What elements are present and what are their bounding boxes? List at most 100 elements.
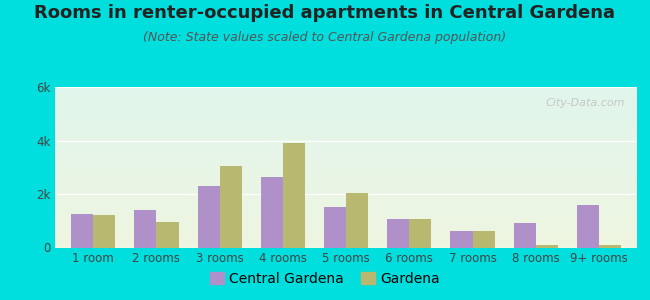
Bar — [55, 229, 637, 230]
Bar — [55, 190, 637, 191]
Bar — [55, 113, 637, 114]
Bar — [55, 147, 637, 148]
Bar — [55, 241, 637, 242]
Bar — [55, 185, 637, 186]
Bar — [346, 193, 369, 247]
Bar — [55, 136, 637, 137]
Bar — [55, 175, 637, 176]
Bar — [55, 207, 637, 208]
Bar — [55, 128, 637, 129]
Bar — [55, 138, 637, 139]
Bar — [55, 212, 637, 213]
Bar — [55, 218, 637, 219]
Bar — [55, 242, 637, 243]
Bar — [55, 195, 637, 196]
Bar — [55, 134, 637, 135]
Bar — [55, 197, 637, 198]
Bar — [55, 102, 637, 103]
Bar — [55, 172, 637, 173]
Bar — [55, 156, 637, 157]
Bar — [55, 244, 637, 245]
Bar — [55, 131, 637, 132]
Bar — [55, 232, 637, 233]
Bar — [55, 210, 637, 211]
Bar — [55, 158, 637, 159]
Bar — [55, 171, 637, 172]
Bar — [55, 140, 637, 141]
Bar — [55, 230, 637, 231]
Bar — [55, 239, 637, 240]
Bar — [55, 219, 637, 220]
Bar — [387, 219, 410, 247]
Bar — [55, 237, 637, 238]
Bar — [55, 162, 637, 163]
Bar — [55, 169, 637, 170]
Bar — [55, 247, 637, 248]
Bar — [55, 122, 637, 123]
Bar — [55, 182, 637, 183]
Bar — [55, 111, 637, 112]
Bar — [55, 130, 637, 131]
Bar — [577, 205, 599, 248]
Text: (Note: State values scaled to Central Gardena population): (Note: State values scaled to Central Ga… — [144, 32, 506, 44]
Bar — [473, 232, 495, 247]
Bar — [198, 186, 220, 248]
Bar — [55, 101, 637, 102]
Bar — [55, 246, 637, 247]
Bar — [55, 165, 637, 166]
Bar — [514, 224, 536, 248]
Bar — [55, 148, 637, 149]
Bar — [55, 217, 637, 218]
Bar — [55, 145, 637, 146]
Bar — [55, 116, 637, 117]
Bar — [55, 110, 637, 111]
Bar — [55, 137, 637, 138]
Bar — [55, 192, 637, 193]
Bar — [71, 214, 93, 248]
Bar — [55, 245, 637, 246]
Bar — [55, 93, 637, 94]
Bar — [283, 143, 305, 248]
Bar — [55, 119, 637, 120]
Bar — [55, 104, 637, 105]
Bar — [55, 142, 637, 143]
Bar — [55, 106, 637, 107]
Text: City-Data.com: City-Data.com — [546, 98, 625, 108]
Bar — [55, 126, 637, 127]
Bar — [55, 107, 637, 108]
Bar — [55, 144, 637, 145]
Bar — [55, 215, 637, 216]
Bar — [55, 176, 637, 177]
Bar — [55, 180, 637, 181]
Bar — [55, 181, 637, 182]
Bar — [55, 194, 637, 195]
Bar — [55, 235, 637, 236]
Bar — [55, 129, 637, 130]
Bar — [55, 174, 637, 175]
Bar — [55, 163, 637, 164]
Legend: Central Gardena, Gardena: Central Gardena, Gardena — [205, 266, 445, 292]
Bar — [55, 143, 637, 144]
Bar — [55, 198, 637, 199]
Bar — [55, 205, 637, 206]
Bar — [55, 228, 637, 229]
Bar — [55, 153, 637, 154]
Bar — [55, 94, 637, 95]
Bar — [55, 112, 637, 113]
Bar — [55, 89, 637, 90]
Bar — [55, 124, 637, 125]
Bar — [55, 154, 637, 155]
Bar — [157, 222, 179, 248]
Bar — [55, 95, 637, 96]
Bar — [55, 161, 637, 162]
Bar — [55, 127, 637, 128]
Bar — [55, 223, 637, 224]
Bar — [55, 99, 637, 100]
Bar — [55, 87, 637, 88]
Bar — [55, 231, 637, 232]
Bar — [55, 225, 637, 226]
Bar — [55, 224, 637, 225]
Bar — [55, 227, 637, 228]
Bar — [55, 98, 637, 99]
Bar — [55, 222, 637, 223]
